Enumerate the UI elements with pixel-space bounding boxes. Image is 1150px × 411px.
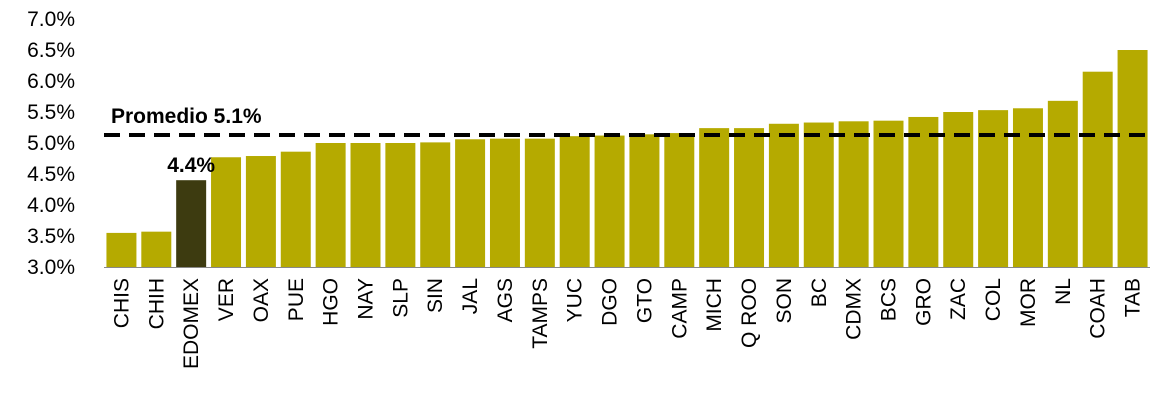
x-tick-label: NL <box>1052 278 1075 305</box>
y-tick-label: 7.0% <box>27 8 75 31</box>
bar-gto <box>629 134 660 267</box>
bar-ver <box>211 157 242 267</box>
x-tick-label: AGS <box>494 278 517 322</box>
x-tick-label: SON <box>773 278 796 324</box>
bar-ags <box>489 138 520 267</box>
y-tick-label: 4.5% <box>27 163 75 186</box>
x-tick-label: JAL <box>459 278 482 314</box>
bar-mor <box>1012 108 1043 267</box>
bar-edomex <box>176 180 207 267</box>
x-tick-label: DGO <box>599 278 622 326</box>
x-tick-label: EDOMEX <box>180 278 203 369</box>
bar-coah <box>1082 71 1113 267</box>
x-tick-label: SLP <box>389 278 412 318</box>
bar-son <box>768 123 799 267</box>
bar-dgo <box>594 135 625 267</box>
bars <box>106 50 1148 268</box>
y-axis-ticks: 3.0% 3.5% 4.0% 4.5% 5.0% 5.5% 6.0% 6.5% 7.0% <box>27 8 75 279</box>
x-tick-label: OAX <box>250 278 273 322</box>
bar-hgo <box>315 143 346 267</box>
x-tick-label: BCS <box>878 278 901 321</box>
y-tick-label: 3.5% <box>27 225 75 248</box>
bar-jal <box>455 139 486 267</box>
y-tick-label: 4.0% <box>27 194 75 217</box>
y-tick-label: 6.0% <box>27 70 75 93</box>
bar-gro <box>908 116 939 268</box>
bar-oax <box>245 156 276 267</box>
bar-nay <box>350 143 381 267</box>
bar-cdmx <box>838 121 869 267</box>
x-tick-label: GRO <box>912 278 935 326</box>
bar-sin <box>420 142 451 267</box>
x-tick-label: COL <box>982 278 1005 321</box>
x-tick-label: CAMP <box>668 278 691 339</box>
highlight-value-label: 4.4% <box>167 154 215 177</box>
x-tick-label: CDMX <box>843 278 866 340</box>
x-tick-label: PUE <box>285 278 308 321</box>
bar-chis <box>106 232 137 267</box>
x-tick-label: CHIH <box>145 278 168 329</box>
x-tick-label: Q ROO <box>738 278 761 348</box>
x-tick-label: TAMPS <box>529 278 552 349</box>
x-tick-label: SIN <box>424 278 447 313</box>
category-labels: CHIS CHIH EDOMEX VER OAX PUE HGO NAY SLP SIN JAL AG… <box>110 278 1144 369</box>
x-tick-label: CHIS <box>110 278 133 328</box>
bar-nl <box>1047 100 1078 267</box>
bar-zac <box>943 112 974 267</box>
x-tick-label: MOR <box>1017 278 1040 327</box>
x-tick-label: GTO <box>633 278 656 323</box>
bar-q-roo <box>734 128 765 267</box>
y-tick-label: 3.0% <box>27 256 75 279</box>
bar-slp <box>385 143 416 267</box>
bar-tab <box>1117 50 1148 267</box>
average-label: Promedio 5.1% <box>111 105 262 128</box>
x-tick-label: BC <box>808 278 831 307</box>
x-tick-label: VER <box>215 278 238 321</box>
bar-tamps <box>524 138 555 267</box>
x-tick-label: ZAC <box>947 278 970 320</box>
bar-bcs <box>873 120 904 268</box>
x-tick-label: YUC <box>564 278 587 322</box>
x-tick-label: NAY <box>355 278 378 320</box>
bar-yuc <box>559 136 590 267</box>
bar-chih <box>141 231 172 267</box>
bar-bc <box>803 122 834 267</box>
y-tick-label: 5.5% <box>27 101 75 124</box>
x-tick-label: COAH <box>1087 278 1110 339</box>
x-tick-label: MICH <box>703 278 726 332</box>
x-tick-label: TAB <box>1122 278 1145 317</box>
bar-pue <box>280 151 311 267</box>
bar-mich <box>699 128 730 267</box>
x-tick-label: HGO <box>320 278 343 326</box>
bar-camp <box>664 133 695 267</box>
y-tick-label: 5.0% <box>27 132 75 155</box>
y-tick-label: 6.5% <box>27 39 75 62</box>
